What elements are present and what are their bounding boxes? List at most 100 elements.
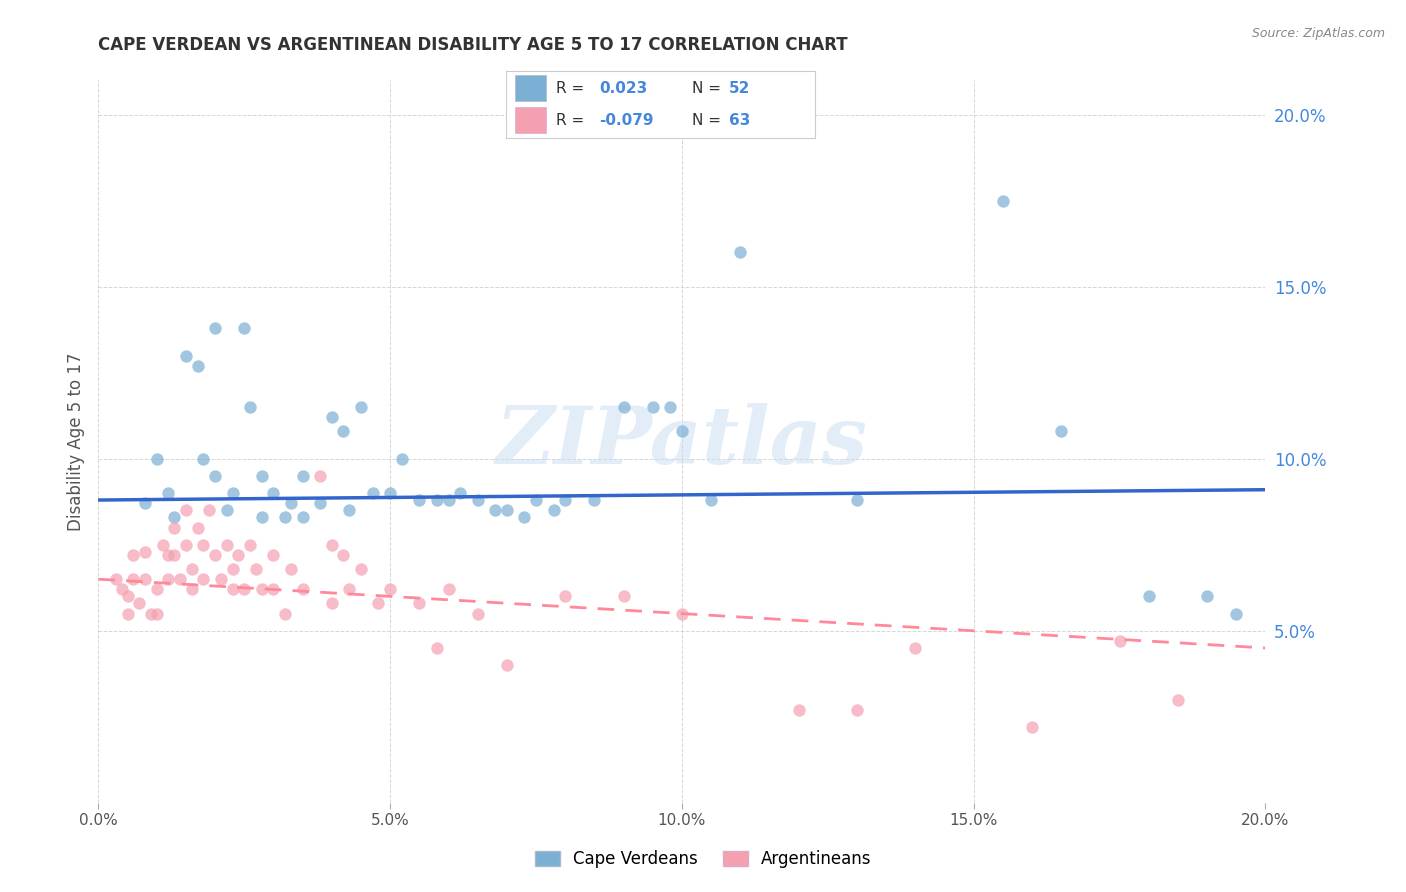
Point (187, 520, 209, 534)
Point (146, 451, 169, 466)
Point (134, 496, 156, 510)
Point (128, 596, 150, 610)
Point (163, 510, 186, 524)
Point (146, 582, 169, 597)
Point (221, 562, 243, 576)
Point (437, 493, 460, 508)
Point (659, 400, 682, 414)
Text: 52: 52 (728, 80, 751, 95)
Point (583, 493, 606, 508)
Point (846, 493, 869, 508)
Point (554, 590, 576, 604)
Point (233, 321, 256, 335)
Point (367, 596, 389, 610)
Point (671, 424, 693, 438)
Point (991, 194, 1014, 208)
Point (250, 582, 273, 597)
Point (787, 703, 810, 717)
Point (250, 469, 273, 483)
Point (846, 703, 869, 717)
Point (337, 582, 360, 597)
Point (204, 548, 226, 562)
Point (193, 451, 215, 466)
Point (1225, 607, 1247, 621)
Point (391, 451, 413, 466)
Point (174, 538, 197, 552)
Point (730, 245, 752, 260)
Point (157, 548, 180, 562)
Point (280, 562, 302, 576)
Point (1108, 634, 1130, 648)
Point (380, 486, 402, 500)
Text: R =: R = (555, 112, 583, 128)
Point (122, 548, 145, 562)
Point (467, 607, 489, 621)
Point (321, 538, 343, 552)
Point (233, 582, 256, 597)
Point (239, 400, 262, 414)
Point (122, 572, 145, 586)
Point (193, 572, 215, 586)
Point (408, 493, 430, 508)
Text: -0.079: -0.079 (599, 112, 654, 128)
Point (198, 503, 221, 517)
Text: CAPE VERDEAN VS ARGENTINEAN DISABILITY AGE 5 TO 17 CORRELATION CHART: CAPE VERDEAN VS ARGENTINEAN DISABILITY A… (98, 36, 848, 54)
Point (1195, 590, 1218, 604)
Point (380, 582, 402, 597)
Point (169, 572, 191, 586)
Point (554, 493, 576, 508)
Point (215, 503, 238, 517)
Point (111, 582, 134, 597)
Point (215, 538, 238, 552)
Point (332, 424, 354, 438)
Point (1050, 424, 1073, 438)
Text: N =: N = (692, 80, 721, 95)
Point (449, 486, 471, 500)
Point (157, 486, 180, 500)
Point (524, 493, 547, 508)
Legend: Cape Verdeans, Argentineans: Cape Verdeans, Argentineans (527, 844, 879, 875)
Point (174, 349, 197, 363)
Point (204, 321, 226, 335)
Point (1137, 590, 1160, 604)
Point (612, 400, 634, 414)
Point (180, 562, 202, 576)
Text: 0.023: 0.023 (599, 80, 647, 95)
Point (291, 469, 314, 483)
Point (321, 410, 343, 425)
Bar (516, 108, 547, 133)
Point (193, 538, 215, 552)
Point (134, 544, 156, 558)
Point (321, 596, 343, 610)
Point (612, 590, 634, 604)
Text: R =: R = (555, 80, 583, 95)
Point (174, 503, 197, 517)
Point (134, 572, 156, 586)
Point (291, 510, 314, 524)
Point (262, 486, 284, 500)
Point (408, 596, 430, 610)
Point (496, 503, 519, 517)
Point (274, 607, 297, 621)
Point (350, 562, 373, 576)
Point (904, 640, 927, 655)
Point (117, 590, 139, 604)
Point (221, 582, 243, 597)
Text: ZIPatlas: ZIPatlas (496, 403, 868, 480)
Point (309, 496, 332, 510)
Point (209, 572, 232, 586)
Point (204, 469, 226, 483)
Point (426, 493, 449, 508)
Point (671, 607, 693, 621)
Point (250, 510, 273, 524)
Point (291, 582, 314, 597)
Point (467, 493, 489, 508)
Point (1021, 720, 1043, 734)
Point (426, 640, 449, 655)
Point (157, 572, 180, 586)
Point (700, 493, 723, 508)
Point (484, 503, 506, 517)
Point (641, 400, 664, 414)
Point (163, 520, 186, 534)
Point (262, 582, 284, 597)
